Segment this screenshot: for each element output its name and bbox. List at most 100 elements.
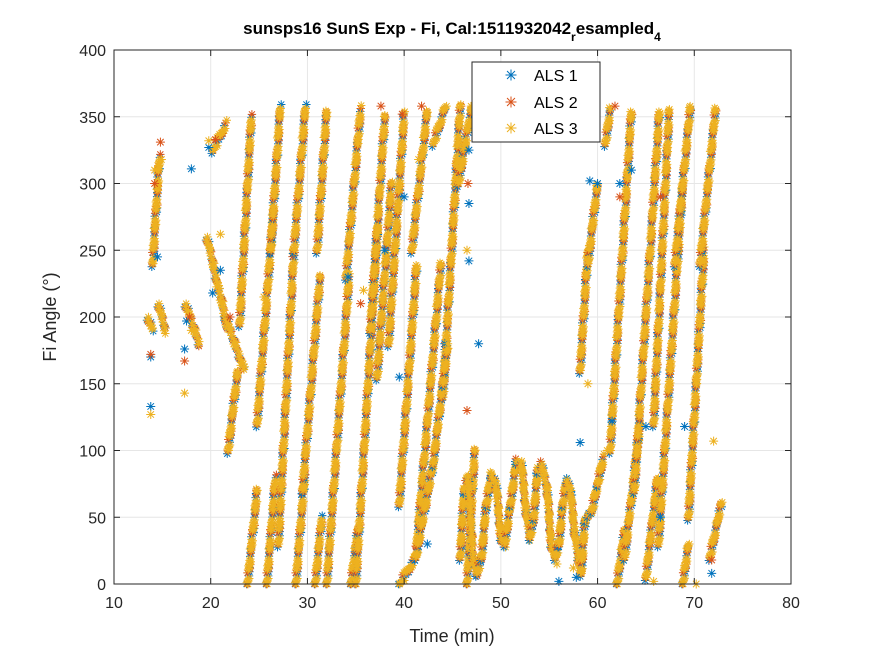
track-point-als-3 <box>382 248 391 257</box>
track-point-als-3 <box>271 181 280 190</box>
track-point-als-3 <box>239 365 249 374</box>
track-point-als-3 <box>334 436 343 445</box>
track-point-als-2 <box>242 209 251 218</box>
track-point-als-3 <box>377 142 387 151</box>
track-point-als-3 <box>374 221 383 230</box>
track-point-als-3 <box>362 396 371 405</box>
track-point-als-3 <box>384 228 394 238</box>
track-point-als-3 <box>368 300 377 310</box>
track-point-als-2 <box>461 129 471 138</box>
track-point-als-3 <box>242 195 251 204</box>
track-point-als-3 <box>221 124 230 133</box>
track-point-als-3 <box>315 534 324 543</box>
track-point-als-3 <box>613 341 622 351</box>
track-point-als-3 <box>352 574 362 583</box>
track-point-als-3 <box>157 315 166 324</box>
track-point-als-3 <box>433 291 443 300</box>
track-point-als-3 <box>297 515 306 524</box>
track-point-als-3 <box>192 331 201 340</box>
track-point-als-3 <box>205 248 215 258</box>
track-point-als-3 <box>325 534 334 544</box>
track-point-als-3 <box>645 548 654 557</box>
track-point-als-3 <box>451 170 460 180</box>
track-point-als-3 <box>247 115 256 125</box>
track-point-als-3 <box>220 315 230 325</box>
track-point-als-3 <box>301 104 310 113</box>
track-point-als-1 <box>277 100 286 109</box>
track-point-als-3 <box>448 229 457 239</box>
track-point-als-3 <box>368 280 377 290</box>
track-point-als-1 <box>223 449 232 458</box>
track-point-als-3 <box>269 495 278 505</box>
track-point-als-3 <box>577 341 587 350</box>
track-point-als-3 <box>418 468 427 478</box>
track-point-als-3 <box>341 317 350 327</box>
track-point-als-3 <box>345 227 354 237</box>
track-point-als-3 <box>344 247 353 256</box>
track-point-als-3 <box>276 104 285 113</box>
track-point-als-1 <box>619 556 628 565</box>
track-point-als-3 <box>215 284 225 293</box>
track-point-als-1 <box>318 511 327 520</box>
track-point-als-3 <box>160 323 170 333</box>
track-point-als-3 <box>321 106 331 116</box>
track-point-als-3 <box>307 381 317 391</box>
track-point-als-3 <box>150 234 159 243</box>
track-point-als-3 <box>351 168 361 178</box>
track-point-als-3 <box>388 177 397 187</box>
track-point-als-2 <box>247 110 257 119</box>
track-point-als-3 <box>464 574 473 583</box>
track-point-als-3 <box>466 101 476 111</box>
track-point-als-3 <box>442 328 452 337</box>
track-point-als-3 <box>195 337 204 346</box>
track-point-als-3 <box>456 111 465 121</box>
track-point-als-3 <box>407 336 416 346</box>
track-point-als-2 <box>308 376 317 385</box>
track-point-als-2 <box>620 541 629 551</box>
track-point-als-1 <box>600 142 609 151</box>
track-point-als-1 <box>207 149 216 158</box>
track-point-als-3 <box>274 122 284 131</box>
track-point-als-3 <box>314 240 323 249</box>
track-point-als-3 <box>659 216 669 225</box>
track-point-als-3 <box>631 480 640 490</box>
track-point-als-3 <box>416 161 426 171</box>
track-point-als-3 <box>417 488 427 497</box>
track-point-als-3 <box>338 357 347 366</box>
track-point-als-3 <box>296 161 305 171</box>
track-point-als-3 <box>343 267 352 276</box>
track-point-als-1 <box>302 100 311 109</box>
track-point-als-3 <box>271 476 281 485</box>
track-point-als-3 <box>625 508 634 517</box>
track-point-als-3 <box>410 277 420 287</box>
track-point-als-3 <box>215 295 225 305</box>
track-point-als-3 <box>588 214 597 224</box>
track-point-als-3 <box>227 331 236 340</box>
track-point-als-3 <box>357 101 366 110</box>
track-point-als-3 <box>268 201 278 210</box>
track-point-als-1 <box>149 326 158 336</box>
track-point-als-3 <box>228 401 238 411</box>
track-point-als-3 <box>647 223 656 232</box>
track-point-als-3 <box>334 416 344 425</box>
track-point-als-3 <box>214 287 224 296</box>
track-point-als-3 <box>206 245 216 255</box>
track-point-als-3 <box>264 554 274 564</box>
track-point-als-3 <box>153 302 163 311</box>
track-point-als-1 <box>582 262 592 272</box>
track-point-als-3 <box>237 274 246 283</box>
track-point-als-3 <box>213 278 222 287</box>
track-point-als-3 <box>353 554 362 563</box>
track-point-als-3 <box>212 270 221 280</box>
track-point-als-3 <box>315 282 324 291</box>
track-point-als-3 <box>191 325 201 335</box>
track-point-als-3 <box>317 515 326 524</box>
track-point-als-3 <box>456 173 465 183</box>
track-point-als-2 <box>314 548 323 557</box>
track-point-als-3 <box>655 315 664 324</box>
track-point-als-3 <box>239 359 248 369</box>
track-point-als-3 <box>275 514 285 523</box>
track-point-als-3 <box>646 528 655 537</box>
track-point-als-3 <box>259 334 268 344</box>
